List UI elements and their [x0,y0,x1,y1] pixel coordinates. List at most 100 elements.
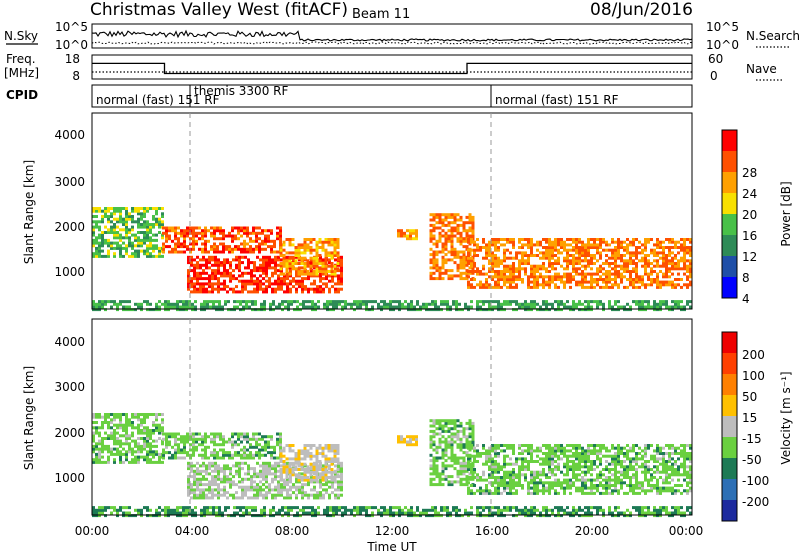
velocity-cell [438,424,442,428]
velocity-cell [204,456,207,460]
power-cell [122,254,125,258]
velocity-cell [116,437,119,440]
power-cell [554,238,557,241]
velocity-cell [444,419,448,423]
power-cell [201,229,204,233]
power-cell [215,305,218,309]
velocity-cell [294,473,298,477]
power-cell [265,258,268,262]
power-cell [161,207,164,210]
power-cell [662,302,665,306]
power-cell [479,300,482,304]
velocity-cell [192,443,195,447]
velocity-cell [137,418,140,422]
power-cell [599,243,602,247]
velocity-cell [223,464,226,468]
power-cell [216,250,219,254]
power-cell [485,278,488,281]
power-cell [267,239,270,243]
power-cell [231,237,234,241]
power-cell [467,275,470,279]
power-cell [215,308,218,312]
power-cell [497,248,500,252]
velocity-cell [450,445,454,449]
velocity-cell [110,450,113,454]
velocity-cell [324,457,328,461]
velocity-cell [180,456,183,460]
power-cell [303,246,307,249]
power-cell [446,302,449,306]
power-cell [165,234,168,238]
power-cell [321,272,325,276]
power-cell [677,305,680,309]
power-cell [149,225,152,229]
velocity-cell [313,480,316,484]
power-cell [92,225,95,229]
power-cell [235,258,238,262]
velocity-cell [539,462,542,466]
power-cell [110,241,113,245]
power-cell [187,282,190,286]
velocity-cell [282,470,286,474]
velocity-cell [177,445,180,449]
velocity-cell [533,489,536,493]
velocity-cell [259,485,262,489]
power-cell [280,263,283,267]
power-cell [653,308,656,312]
power-cell [101,238,104,242]
power-cell [572,300,575,304]
power-cell [213,229,216,233]
velocity-cell [453,427,457,431]
power-cell [240,234,243,238]
power-cell [327,243,331,247]
power-cell [665,270,668,273]
velocity-cell [515,460,518,463]
power-cell [611,267,614,271]
power-cell [467,256,470,260]
power-cell [584,246,587,249]
power-cell [226,271,229,275]
velocity-cell [244,493,247,497]
power-cell [231,234,234,238]
velocity-cell [530,486,533,490]
power-cell [104,207,107,210]
power-cell [201,250,204,254]
velocity-cell [581,454,584,458]
power-cell [536,270,539,273]
power-cell [285,267,289,271]
velocity-cell [599,470,602,474]
velocity-cell [119,458,122,462]
velocity-cell [578,468,581,471]
power-cell [584,272,587,276]
velocity-cell [193,464,196,468]
velocity-cell [551,468,554,471]
power-cell [294,254,298,257]
velocity-cell [201,435,204,439]
power-cell [270,229,273,233]
velocity-cell [137,450,140,454]
power-cell [273,250,276,254]
power-cell [572,240,575,244]
velocity-cell [146,442,149,446]
velocity-cell [340,472,343,476]
power-cell [650,270,653,273]
velocity-cell [307,483,310,487]
velocity-cell [337,469,340,473]
velocity-cell [324,470,328,474]
power-cell [611,305,614,309]
power-cell [315,272,319,276]
power-cell [668,275,671,279]
power-cell [515,267,518,271]
power-cell [605,280,608,284]
power-cell [110,305,113,309]
velocity-cell [259,472,262,476]
velocity-cell [602,486,605,490]
power-cell [318,262,322,265]
power-cell [288,243,292,247]
velocity-cell [134,458,137,462]
power-cell [176,308,179,312]
power-cell [409,234,412,238]
velocity-cell [506,473,509,477]
power-cell [518,278,521,281]
velocity-cell [155,426,158,430]
